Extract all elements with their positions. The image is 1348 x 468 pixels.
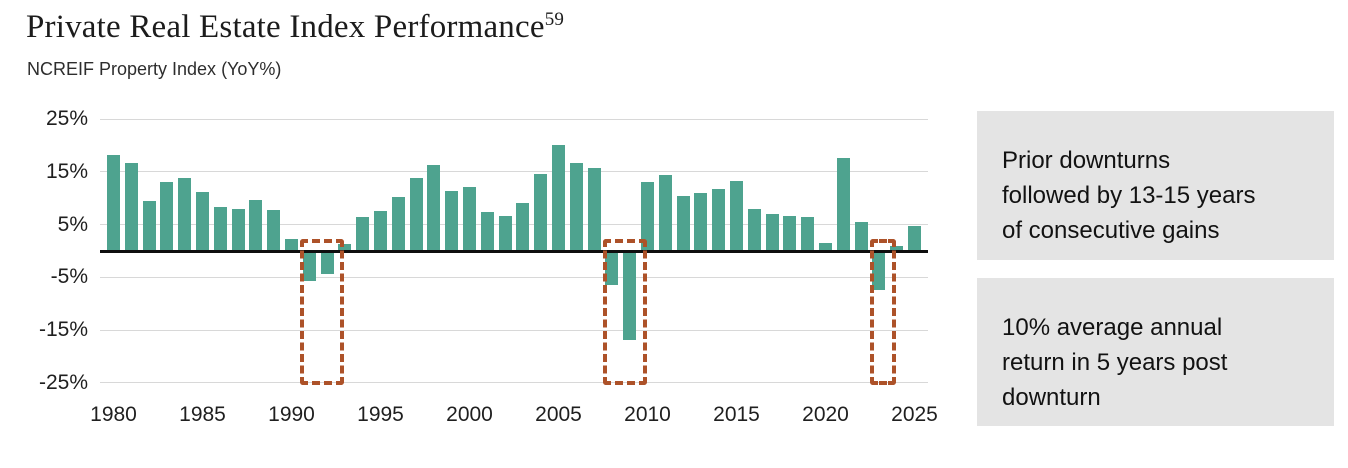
gridline-5%: [100, 224, 928, 226]
x-tick-label-1985: 1985: [179, 403, 226, 426]
x-tick-label-2000: 2000: [446, 403, 493, 426]
gridline-25%: [100, 118, 928, 120]
bar-2006: [569, 163, 583, 251]
bar-1984: [178, 178, 192, 251]
annotation-box-average-return: 10% average annual return in 5 years pos…: [977, 278, 1334, 426]
gridline-15%: [100, 171, 928, 173]
plot-area: [100, 118, 928, 385]
bar-2018: [783, 215, 797, 251]
bar-2015: [730, 180, 743, 251]
bar-1986: [213, 207, 227, 251]
x-tick-label-2025: 2025: [891, 403, 938, 426]
zero-axis-line: [100, 249, 928, 253]
bar-2010: [641, 181, 654, 251]
bar-1983: [160, 181, 174, 251]
bar-2024: [890, 246, 904, 251]
x-tick-label-1990: 1990: [268, 403, 315, 426]
bar-2025: [908, 225, 921, 251]
bar-1991: [302, 251, 316, 281]
bar-2013: [694, 192, 708, 251]
y-tick-label--25%: -25%: [38, 371, 88, 394]
x-tick-label-2005: 2005: [535, 403, 582, 426]
chart-subtitle: NCREIF Property Index (YoY%): [27, 59, 282, 79]
y-tick-label-25%: 25%: [45, 107, 88, 130]
bar-1995: [374, 211, 387, 251]
bar-1994: [356, 217, 370, 251]
x-tick-label-1980: 1980: [90, 403, 137, 426]
bar-2017: [765, 214, 779, 251]
y-tick-label-5%: 5%: [57, 212, 88, 236]
bar-2012: [676, 195, 690, 251]
annotation-box-prior-downturns: Prior downturns followed by 13-15 years …: [977, 111, 1334, 260]
bar-1998: [427, 165, 441, 251]
downturn-highlight-2008-2009: [602, 239, 648, 385]
bar-1982: [142, 201, 156, 251]
bar-2019: [801, 217, 815, 251]
bar-2002: [498, 215, 512, 251]
bar-2014: [712, 188, 726, 251]
y-tick-label-15%: 15%: [45, 159, 88, 183]
y-tick-label--15%: -15%: [38, 318, 88, 342]
annotation-line: downturn: [1002, 384, 1101, 411]
gridline--15%: [100, 329, 928, 331]
bar-1993: [338, 243, 352, 251]
page-title-text: Private Real Estate Index Performance: [26, 9, 545, 45]
x-tick-label-1995: 1995: [357, 403, 404, 426]
bar-1996: [391, 196, 405, 251]
bar-1988: [249, 200, 263, 251]
y-tick-label--5%: -5%: [50, 265, 88, 289]
bar-2020: [819, 242, 832, 251]
gridline--5%: [100, 276, 928, 278]
bar-chart: 25% 15% 5% -5% -15% -25% 1980 1985 1990 1995 2000 2…: [38, 107, 938, 426]
bar-2004: [534, 174, 548, 251]
bar-2011: [658, 175, 672, 251]
bar-2001: [480, 212, 494, 251]
bar-1981: [124, 163, 138, 251]
annotation-line: followed by 13-15 years: [1002, 182, 1256, 209]
bar-2023: [872, 251, 886, 290]
bar-2003: [516, 203, 530, 251]
bar-1992: [320, 251, 334, 274]
x-tick-label-2015: 2015: [713, 403, 760, 426]
bar-2016: [747, 208, 761, 251]
bar-1980: [107, 155, 120, 251]
gridline--25%: [100, 381, 928, 383]
annotation-line: return in 5 years post: [1002, 349, 1228, 376]
downturn-highlight-2023: [869, 239, 897, 385]
downturn-highlight-1991-1992: [300, 239, 345, 385]
x-tick-label-2010: 2010: [624, 403, 671, 426]
bar-1990: [285, 238, 298, 251]
bar-2021: [836, 157, 850, 251]
title-footnote-superscript: 59: [544, 9, 565, 30]
bar-2000: [463, 186, 476, 251]
annotation-line: of consecutive gains: [1002, 217, 1220, 244]
bar-1987: [231, 208, 245, 251]
bar-1997: [409, 177, 423, 251]
bar-2022: [854, 221, 868, 251]
bar-2007: [587, 167, 601, 251]
bar-1989: [267, 209, 281, 251]
annotation-line: Prior downturns: [1002, 147, 1171, 174]
bar-2005: [552, 144, 565, 251]
bar-1999: [445, 190, 459, 251]
annotation-line: 10% average annual: [1002, 314, 1223, 341]
page-title: Private Real Estate Index Performance59: [26, 6, 564, 48]
bar-2008: [605, 251, 619, 286]
bar-2009: [623, 251, 637, 341]
bar-1985: [196, 191, 209, 251]
x-tick-label-2020: 2020: [802, 403, 849, 426]
